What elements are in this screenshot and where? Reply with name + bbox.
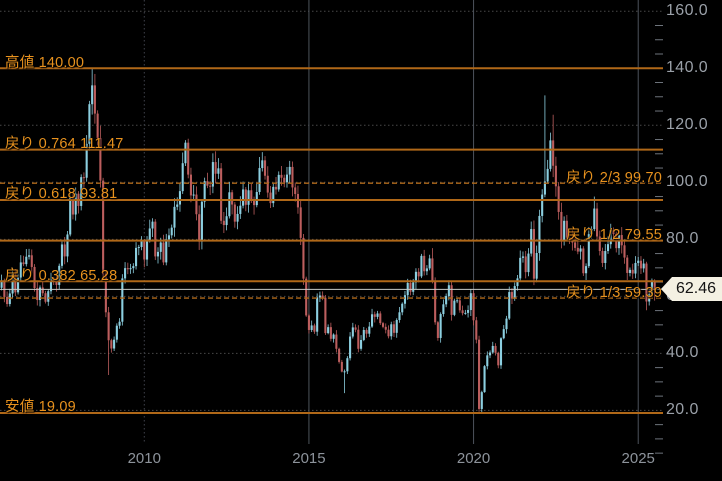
x-axis-label: 2010 — [127, 450, 161, 467]
x-axis-label: 2015 — [292, 450, 326, 467]
y-axis-label: 160.0 — [666, 2, 709, 20]
y-axis-label: 80.0 — [666, 230, 699, 248]
grid-layer — [0, 10, 663, 411]
x-axis-label: 2025 — [621, 450, 655, 467]
fib-level-label: 戻り 1/3 59.39 — [566, 284, 662, 301]
y-axis-label: 100.0 — [666, 173, 709, 191]
y-axis-label: 20.0 — [666, 401, 699, 419]
y-axis-label: 120.0 — [666, 116, 709, 134]
fib-level-label: 安値 19.09 — [5, 399, 76, 416]
y-axis-label: 140.0 — [666, 59, 709, 77]
y-axis-minor-ticks — [655, 24, 663, 454]
y-axis-label: 40.0 — [666, 344, 699, 362]
last-price-badge: 62.46 — [661, 277, 722, 301]
fib-level-label: 戻り 0.382 65.28 — [5, 267, 118, 284]
x-axis-label: 2020 — [456, 450, 491, 467]
fib-level-label: 戻り 0.618 93.81 — [5, 186, 118, 203]
fib-level-label: 戻り 0.764 111.47 — [5, 136, 124, 153]
fib-level-label: 高値 140.00 — [5, 54, 85, 71]
vgrid-layer — [143, 0, 639, 444]
fib-level-label: 戻り 1/2 79.55 — [566, 227, 662, 244]
fib-level-label: 戻り 2/3 99.70 — [566, 169, 662, 186]
fib-lines-layer — [0, 67, 663, 414]
